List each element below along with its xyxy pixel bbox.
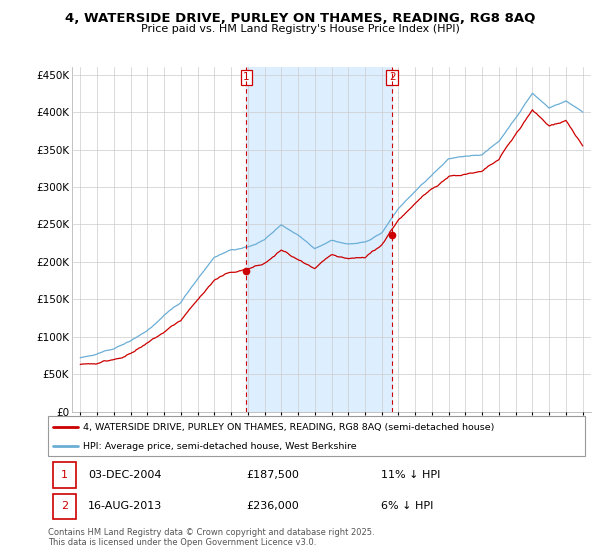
Bar: [247, 67, 392, 412]
Text: 6% ↓ HPI: 6% ↓ HPI: [381, 501, 433, 511]
Text: 03-DEC-2004: 03-DEC-2004: [88, 470, 162, 480]
Bar: [53, 494, 76, 519]
Text: £187,500: £187,500: [247, 470, 299, 480]
Text: 2: 2: [61, 501, 68, 511]
Text: 16-AUG-2013: 16-AUG-2013: [88, 501, 163, 511]
Text: 1: 1: [243, 72, 250, 82]
Text: Contains HM Land Registry data © Crown copyright and database right 2025.
This d: Contains HM Land Registry data © Crown c…: [48, 528, 374, 547]
Bar: [53, 463, 76, 488]
Text: 4, WATERSIDE DRIVE, PURLEY ON THAMES, READING, RG8 8AQ (semi-detached house): 4, WATERSIDE DRIVE, PURLEY ON THAMES, RE…: [83, 423, 494, 432]
Text: 11% ↓ HPI: 11% ↓ HPI: [381, 470, 440, 480]
Text: £236,000: £236,000: [247, 501, 299, 511]
Text: Price paid vs. HM Land Registry's House Price Index (HPI): Price paid vs. HM Land Registry's House …: [140, 24, 460, 34]
Text: 1: 1: [61, 470, 68, 480]
Text: HPI: Average price, semi-detached house, West Berkshire: HPI: Average price, semi-detached house,…: [83, 442, 356, 451]
Text: 4, WATERSIDE DRIVE, PURLEY ON THAMES, READING, RG8 8AQ: 4, WATERSIDE DRIVE, PURLEY ON THAMES, RE…: [65, 12, 535, 25]
Text: 2: 2: [389, 72, 395, 82]
